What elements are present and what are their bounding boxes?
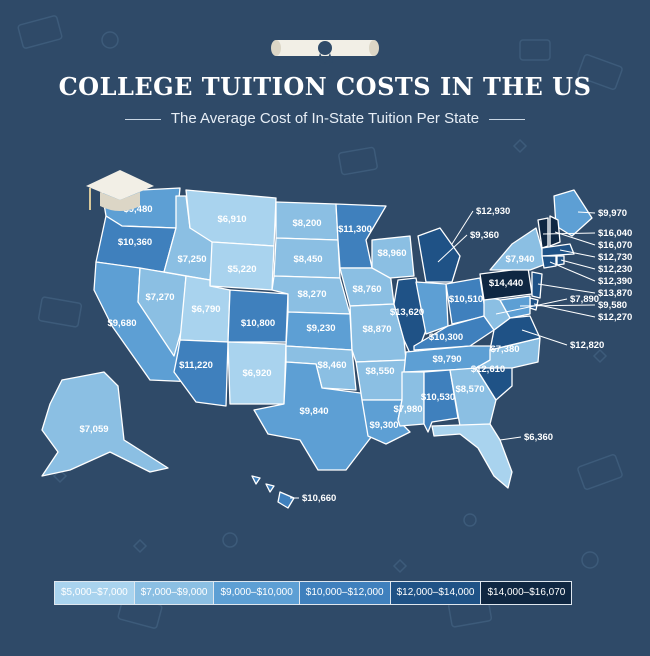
state-MA	[541, 243, 575, 257]
state-label-WI: $8,960	[377, 248, 406, 259]
state-HI	[251, 475, 295, 509]
state-label-OH: $10,510	[449, 294, 483, 305]
state-label-WA: $9,480	[123, 204, 152, 215]
state-NJ	[531, 271, 543, 299]
diploma-icon	[271, 40, 379, 64]
state-label-NV: $7,270	[145, 292, 174, 303]
state-label-AR: $8,550	[365, 366, 394, 377]
state-label-WY: $5,220	[227, 264, 256, 275]
state-label-OK: $8,460	[317, 360, 346, 371]
state-label-ID: $7,250	[177, 254, 206, 265]
state-NH	[549, 215, 561, 247]
state-VT	[537, 217, 549, 249]
state-AK	[41, 371, 169, 477]
page-subtitle: The Average Cost of In-State Tuition Per…	[0, 110, 650, 127]
leader-line-WV	[495, 298, 568, 315]
state-label-SC: $12,610	[471, 364, 505, 375]
state-label-RI: $12,230	[598, 264, 632, 275]
state-label-NC: $7,380	[490, 344, 519, 355]
state-label-KS: $9,230	[306, 323, 335, 334]
state-label-TN: $9,790	[432, 354, 461, 365]
state-label-UT: $6,790	[191, 304, 220, 315]
leader-line-NJ	[537, 283, 596, 294]
leader-line-NH	[554, 231, 596, 246]
state-label-LA: $9,300	[369, 420, 398, 431]
state-RI	[556, 255, 565, 266]
state-label-MS: $7,980	[393, 404, 422, 415]
color-legend: $5,000–$7,000 $7,000–$9,000 $9,000–$10,000…	[54, 581, 573, 605]
state-label-CA: $9,680	[107, 318, 136, 329]
state-MI	[417, 227, 461, 283]
state-label-CT: $12,390	[598, 276, 632, 287]
state-WV	[483, 295, 511, 331]
state-TX	[253, 361, 373, 471]
state-label-NM: $6,920	[242, 368, 271, 379]
state-label-DE: $12,270	[598, 312, 632, 323]
state-label-MN: $11,300	[338, 224, 372, 235]
leader-line-ME	[577, 211, 596, 214]
subtitle-text: The Average Cost of In-State Tuition Per…	[170, 110, 480, 127]
state-label-MA: $12,730	[598, 252, 632, 263]
subtitle-line-right	[489, 118, 526, 120]
state-label-TX: $9,840	[299, 406, 328, 417]
state-label-NH: $16,070	[598, 240, 632, 251]
state-label-IN: $9,360	[470, 230, 499, 241]
state-label-GA: $8,570	[455, 384, 484, 395]
state-label-NY: $7,940	[505, 254, 534, 265]
leader-line-MD	[519, 304, 596, 307]
state-label-AK: $7,059	[79, 424, 108, 435]
state-label-IA: $8,760	[352, 284, 381, 295]
leader-line-MI	[451, 210, 474, 245]
page-title: COLLEGE TUITION COSTS IN THE US	[58, 72, 592, 101]
state-label-MO: $8,870	[362, 324, 391, 335]
leader-line-VA	[521, 329, 568, 346]
state-label-WV: $7,890	[570, 294, 599, 305]
state-label-MD: $9,580	[598, 300, 627, 311]
state-label-AL: $10,530	[421, 392, 455, 403]
state-label-VA: $12,820	[570, 340, 604, 351]
state-label-PA: $14,440	[489, 278, 523, 289]
leader-line-MA	[559, 249, 596, 258]
state-label-OR: $10,360	[118, 237, 152, 248]
subtitle-line-left	[124, 118, 161, 120]
leader-line-CT	[549, 261, 596, 282]
state-label-AZ: $11,220	[179, 360, 213, 371]
state-NY	[489, 227, 547, 271]
legend-item: $7,000–$9,000	[134, 582, 215, 604]
state-label-NJ: $13,870	[598, 288, 632, 299]
state-label-FL: $6,360	[524, 432, 553, 443]
state-label-IL: $13,620	[390, 307, 424, 318]
state-label-KY: $10,300	[429, 332, 463, 343]
state-AZ	[173, 339, 229, 407]
legend-item: $14,000–$16,070	[481, 582, 572, 604]
state-label-HI: $10,660	[302, 493, 336, 504]
legend-item: $12,000–$14,000	[390, 582, 482, 604]
legend-item: $10,000–$12,000	[299, 582, 391, 604]
state-WI	[371, 235, 415, 279]
state-CT	[541, 255, 557, 269]
legend-item: $9,000–$10,000	[214, 582, 300, 604]
state-IA	[339, 267, 395, 307]
leader-line-VT	[542, 232, 596, 235]
leader-line-RI	[560, 259, 596, 270]
state-label-VT: $16,040	[598, 228, 632, 239]
state-CO	[227, 289, 289, 343]
leader-line-FL	[499, 436, 522, 441]
state-label-MT: $6,910	[217, 214, 246, 225]
state-ME	[553, 189, 593, 237]
state-label-SD: $8,450	[293, 254, 322, 265]
graduation-cap-icon	[86, 170, 154, 211]
legend-item: $5,000–$7,000	[55, 582, 135, 604]
state-FL	[431, 423, 513, 489]
state-label-ME: $9,970	[598, 208, 627, 219]
leader-line-IN	[437, 234, 468, 263]
state-label-NE: $8,270	[297, 289, 326, 300]
state-label-MI: $12,930	[476, 206, 510, 217]
state-label-CO: $10,800	[241, 318, 275, 329]
state-label-ND: $8,200	[292, 218, 321, 229]
